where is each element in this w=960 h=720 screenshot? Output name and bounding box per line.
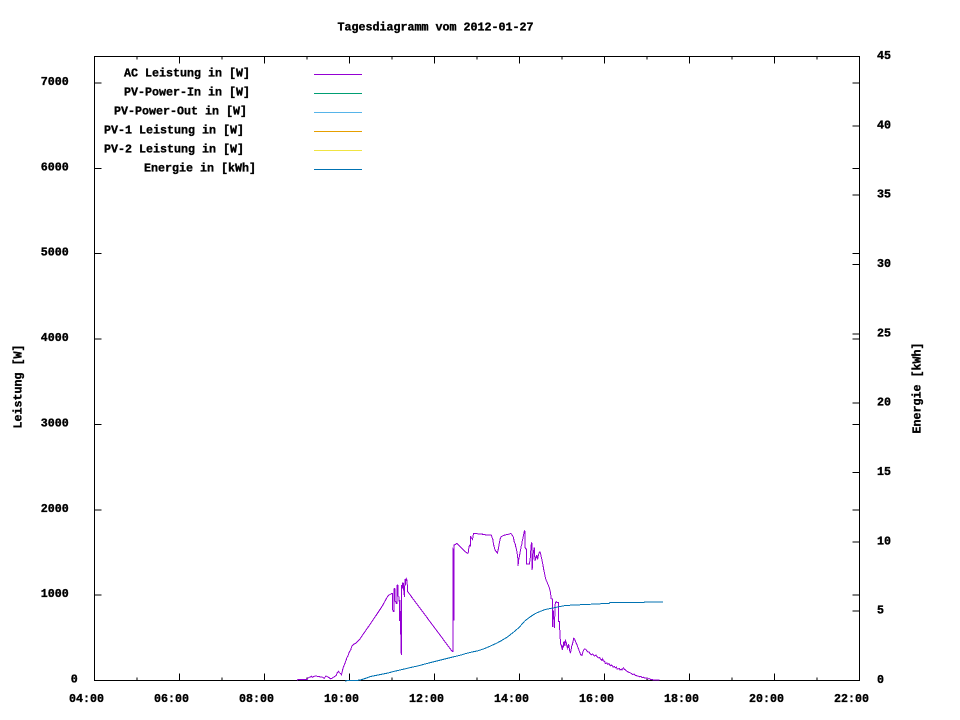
svg-text:22:00: 22:00: [834, 692, 869, 706]
svg-text:35: 35: [877, 188, 891, 202]
svg-text:10:00: 10:00: [324, 692, 359, 706]
svg-text:06:00: 06:00: [154, 692, 189, 706]
svg-text:PV-Power-Out in [W]: PV-Power-Out in [W]: [114, 105, 247, 119]
svg-text:30: 30: [877, 257, 891, 271]
svg-text:45: 45: [877, 49, 891, 63]
svg-text:3000: 3000: [41, 416, 69, 430]
svg-text:PV-2 Leistung in [W]: PV-2 Leistung in [W]: [104, 143, 244, 157]
svg-text:08:00: 08:00: [239, 692, 274, 706]
svg-text:14:00: 14:00: [494, 692, 529, 706]
svg-text:6000: 6000: [41, 160, 69, 174]
svg-text:16:00: 16:00: [579, 692, 614, 706]
svg-text:20: 20: [877, 396, 891, 410]
svg-text:Leistung [W]: Leistung [W]: [12, 345, 26, 429]
svg-text:15: 15: [877, 465, 891, 479]
svg-text:5000: 5000: [41, 246, 69, 260]
svg-text:PV-1 Leistung in [W]: PV-1 Leistung in [W]: [104, 124, 244, 138]
svg-text:AC Leistung in [W]: AC Leistung in [W]: [124, 67, 250, 81]
svg-text:04:00: 04:00: [69, 692, 104, 706]
svg-text:25: 25: [877, 326, 891, 340]
svg-text:Energie in [kWh]: Energie in [kWh]: [144, 162, 256, 176]
svg-text:0: 0: [877, 673, 884, 687]
svg-text:10: 10: [877, 534, 891, 548]
svg-text:1000: 1000: [41, 587, 69, 601]
svg-text:Energie [kWh]: Energie [kWh]: [911, 343, 925, 434]
svg-text:40: 40: [877, 118, 891, 132]
svg-text:18:00: 18:00: [664, 692, 699, 706]
svg-text:7000: 7000: [41, 75, 69, 89]
svg-text:PV-Power-In in [W]: PV-Power-In in [W]: [124, 86, 250, 100]
svg-text:2000: 2000: [41, 502, 69, 516]
svg-text:5: 5: [877, 604, 884, 618]
svg-text:4000: 4000: [41, 331, 69, 345]
svg-text:0: 0: [71, 673, 78, 687]
svg-text:20:00: 20:00: [749, 692, 784, 706]
svg-text:12:00: 12:00: [409, 692, 444, 706]
svg-text:Tagesdiagramm vom 2012-01-27: Tagesdiagramm vom 2012-01-27: [338, 21, 534, 35]
